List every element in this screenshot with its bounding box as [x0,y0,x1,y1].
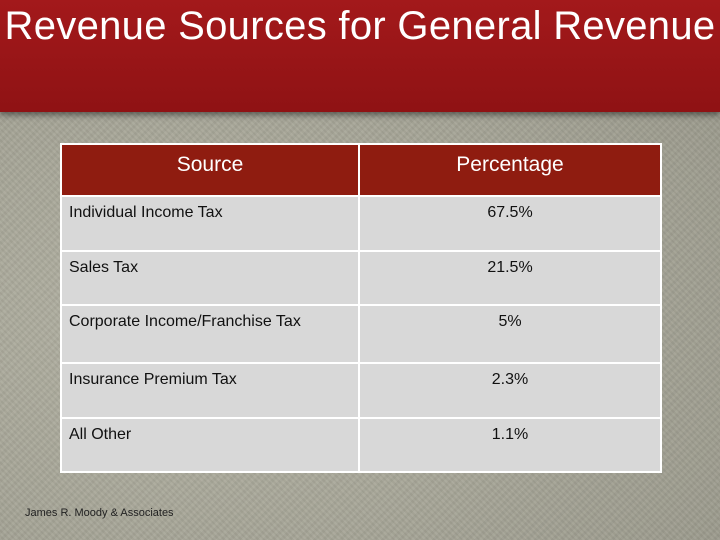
source-cell: Insurance Premium Tax [60,362,360,419]
title-bar: Revenue Sources for General Revenue [0,0,720,112]
source-cell: Sales Tax [60,249,360,306]
percentage-cell: 5% [358,303,662,365]
table-row: Corporate Income/Franchise Tax 5% [60,303,662,365]
revenue-sources-table: Source Percentage Individual Income Tax … [60,142,662,474]
slide-title: Revenue Sources for General Revenue [4,4,716,48]
table-header-row: Source Percentage [60,142,662,198]
percentage-cell: 2.3% [358,362,662,419]
table-row: Individual Income Tax 67.5% [60,195,662,252]
table-row: Insurance Premium Tax 2.3% [60,362,662,419]
percentage-cell: 1.1% [358,416,662,474]
header-percentage: Percentage [358,142,662,198]
table-row: All Other 1.1% [60,416,662,474]
footer-credit: James R. Moody & Associates [25,507,174,519]
source-cell: All Other [60,416,360,474]
source-cell: Corporate Income/Franchise Tax [60,303,360,365]
percentage-cell: 67.5% [358,195,662,252]
table-row: Sales Tax 21.5% [60,249,662,306]
header-source: Source [60,142,360,198]
percentage-cell: 21.5% [358,249,662,306]
source-cell: Individual Income Tax [60,195,360,252]
